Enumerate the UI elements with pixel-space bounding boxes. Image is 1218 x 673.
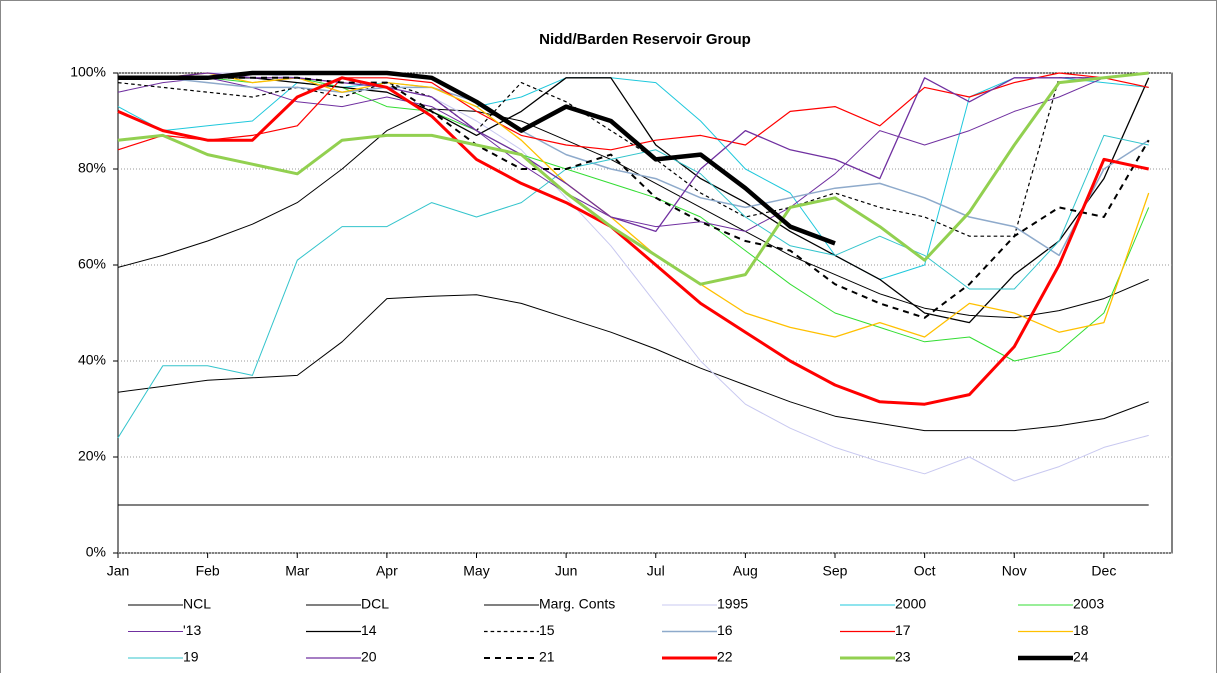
y-tick-label: 40% [78,352,106,368]
series-line [117,72,1149,151]
legend-label: 15 [539,622,555,638]
chart-title: Nidd/Barden Reservoir Group [539,31,751,48]
series-line [117,134,1149,439]
legend-label: 23 [895,649,911,665]
x-tick-label: Jul [647,563,665,579]
legend-label: DCL [361,596,389,612]
legend-label: 18 [1073,622,1089,638]
y-tick-label: 80% [78,160,106,176]
legend-label: 20 [361,649,377,665]
series-line [117,294,1149,432]
x-tick-label: Nov [1002,563,1027,579]
x-tick-label: Sep [823,563,848,579]
legend-label: 14 [361,622,377,638]
legend-label: 19 [183,649,199,665]
x-tick-label: Jun [555,563,578,579]
x-tick-label: Dec [1091,563,1116,579]
plot-area [117,72,1173,554]
legend-label: 21 [539,649,555,665]
x-tick-label: Apr [376,563,398,579]
y-tick-label: 100% [70,64,106,80]
legend-label: 24 [1073,649,1089,665]
series-line [118,77,1150,257]
grid: 0% 20% 40% 60% 80% 100% Jan Feb Mar Apr May Jun Jul A… [70,64,1172,579]
series-line [118,70,836,246]
x-tick-label: Oct [914,563,936,579]
legend-label: 2000 [895,596,926,612]
legend: NCL DCL Marg. Conts 1995 2000 2003 '13 14 15 16 17… [128,596,1104,665]
legend-label: NCL [183,596,211,612]
legend-label: 17 [895,622,911,638]
series-line [117,72,1149,232]
series-line [117,108,1149,319]
series-line [117,76,1150,406]
series-line [117,72,1149,237]
series-line [118,72,1150,338]
x-tick-label: Feb [196,563,220,579]
series-line [118,77,1150,324]
x-tick-label: Jan [107,563,130,579]
x-tick-label: May [463,563,489,579]
lines [117,70,1150,506]
legend-label: 1995 [717,596,748,612]
series-line [118,76,1150,319]
x-tick-label: Aug [733,563,758,579]
y-tick-label: 20% [78,448,106,464]
legend-label: '13 [183,622,201,638]
legend-label: 22 [717,649,733,665]
x-tick-label: Mar [285,563,309,579]
series-line [117,71,1149,286]
legend-label: Marg. Conts [539,596,615,612]
series-line [118,72,1149,233]
y-tick-label: 0% [86,544,106,560]
y-tick-label: 60% [78,256,106,272]
series-line [118,72,1149,482]
legend-label: 16 [717,622,733,638]
legend-label: 2003 [1073,596,1104,612]
